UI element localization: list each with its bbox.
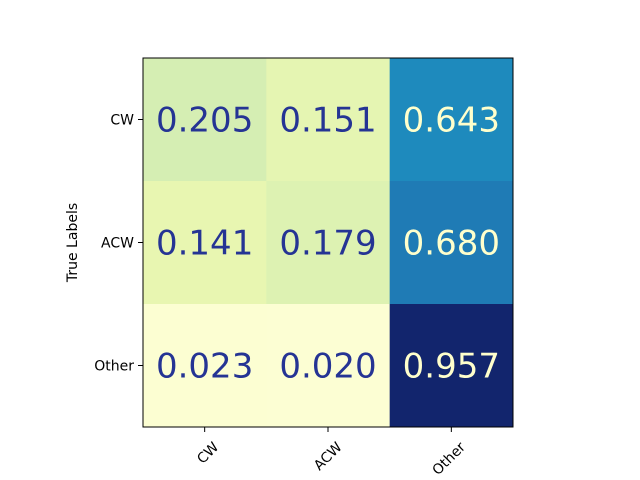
- heatmap-cell-labels: 0.205 0.151 0.643 0.141 0.179 0.680 0.023 0.020…: [156, 101, 500, 387]
- y-tick-label: ACW: [101, 236, 134, 252]
- x-tick-label: Other: [430, 439, 470, 479]
- cell-value-label: 0.205: [156, 101, 253, 141]
- heatmap-cell-2-0: [143, 304, 267, 428]
- heatmap-cells: [143, 58, 514, 428]
- heatmap-cell-0-2: [389, 58, 514, 182]
- cell-value-label: 0.151: [279, 101, 376, 141]
- cell-value-label: 0.179: [279, 224, 376, 264]
- y-axis-label: True Labels: [65, 203, 81, 283]
- x-tick-label: ACW: [311, 439, 346, 474]
- y-tick-label: Other: [94, 359, 134, 375]
- x-tick-label: CW: [194, 439, 222, 467]
- y-axis-ticks: CW ACW Other: [94, 113, 143, 375]
- heatmap-cell-0-0: [143, 58, 267, 182]
- cell-value-label: 0.020: [279, 347, 376, 387]
- heatmap-cell-1-2: [389, 181, 514, 305]
- cell-value-label: 0.023: [156, 347, 253, 387]
- heatmap-cell-0-1: [266, 58, 391, 182]
- y-tick-label: CW: [110, 113, 134, 129]
- cell-value-label: 0.643: [403, 101, 500, 141]
- x-axis-ticks: CW ACW Other: [194, 427, 469, 479]
- heatmap-cell-1-1: [266, 181, 391, 305]
- cell-value-label: 0.141: [156, 224, 253, 264]
- cell-value-label: 0.680: [403, 224, 500, 264]
- heatmap-cell-2-1: [266, 304, 391, 428]
- heatmap-cell-2-2: [389, 304, 514, 428]
- cell-value-label: 0.957: [403, 347, 500, 387]
- heatmap-cell-1-0: [143, 181, 267, 305]
